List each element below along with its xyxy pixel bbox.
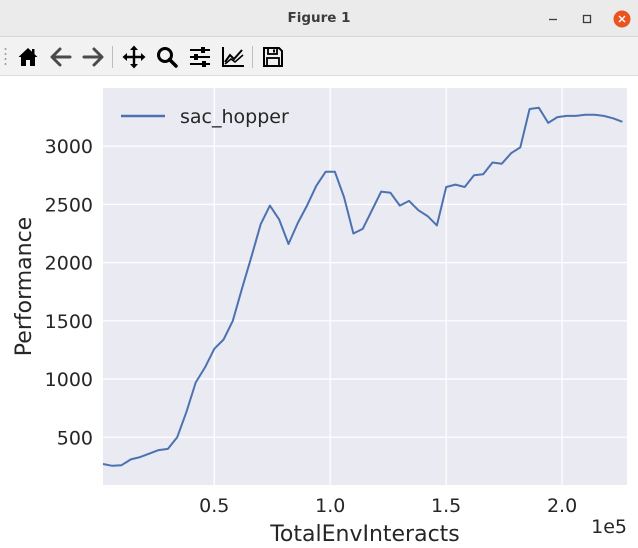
- series-layer: [102, 106, 623, 467]
- window-title: Figure 1: [287, 10, 351, 26]
- x-tick-label: 0.5: [199, 495, 229, 517]
- window-titlebar[interactable]: Figure 1: [0, 0, 638, 37]
- toolbar-separator: [112, 46, 113, 68]
- series-line-sac_hopper: [102, 106, 623, 467]
- y-tick-label: 3000: [45, 136, 93, 158]
- close-icon: [613, 10, 631, 27]
- tick-labels: 0.5 1.0 1.5 2.0 500 1000 1500 2000 2500 3000: [45, 136, 578, 517]
- toolbar-separator: [252, 46, 253, 68]
- home-button[interactable]: [14, 43, 42, 71]
- close-button[interactable]: [610, 0, 634, 37]
- x-axis-offset-label: 1e5: [591, 516, 627, 538]
- back-button[interactable]: [47, 43, 75, 71]
- arrow-right-icon: [82, 47, 104, 67]
- y-tick-label: 500: [57, 427, 93, 449]
- axes-background: [103, 88, 627, 485]
- figure-canvas[interactable]: 0.5 1.0 1.5 2.0 500 1000 1500 2000 2500 3000 sac_…: [0, 76, 638, 548]
- x-axis-label: TotalEnvInteracts: [269, 522, 460, 547]
- legend: sac_hopper: [121, 106, 289, 128]
- line-chart[interactable]: 0.5 1.0 1.5 2.0 500 1000 1500 2000 2500 3000 sac_…: [0, 76, 638, 548]
- y-tick-label: 1000: [45, 369, 93, 391]
- pan-button[interactable]: [120, 43, 148, 71]
- y-tick-label: 1500: [45, 311, 93, 333]
- minimize-button[interactable]: [541, 0, 565, 37]
- navigation-toolbar: [0, 37, 638, 76]
- grid-lines: [103, 88, 627, 485]
- forward-button[interactable]: [79, 43, 107, 71]
- arrow-left-icon: [50, 47, 72, 67]
- y-tick-label: 2000: [45, 253, 93, 275]
- home-icon: [18, 48, 38, 66]
- x-tick-label: 1.5: [431, 495, 461, 517]
- maximize-button[interactable]: [575, 0, 599, 37]
- edit-axis-button[interactable]: [219, 43, 247, 71]
- save-button[interactable]: [259, 43, 287, 71]
- line-chart-icon: [222, 47, 244, 67]
- zoom-button[interactable]: [153, 43, 181, 71]
- y-axis-label: Performance: [12, 217, 37, 356]
- magnifier-icon: [157, 47, 178, 68]
- minimize-icon: [549, 18, 557, 20]
- maximize-icon: [582, 14, 592, 23]
- legend-label: sac_hopper: [180, 106, 289, 128]
- floppy-disk-icon: [263, 47, 283, 67]
- x-tick-label: 1.0: [315, 495, 345, 517]
- configure-subplots-button[interactable]: [186, 43, 214, 71]
- y-tick-label: 2500: [45, 194, 93, 216]
- move-icon: [122, 45, 146, 69]
- toolbar-grip-icon[interactable]: [4, 47, 7, 66]
- sliders-icon: [190, 47, 210, 67]
- x-tick-label: 2.0: [547, 495, 577, 517]
